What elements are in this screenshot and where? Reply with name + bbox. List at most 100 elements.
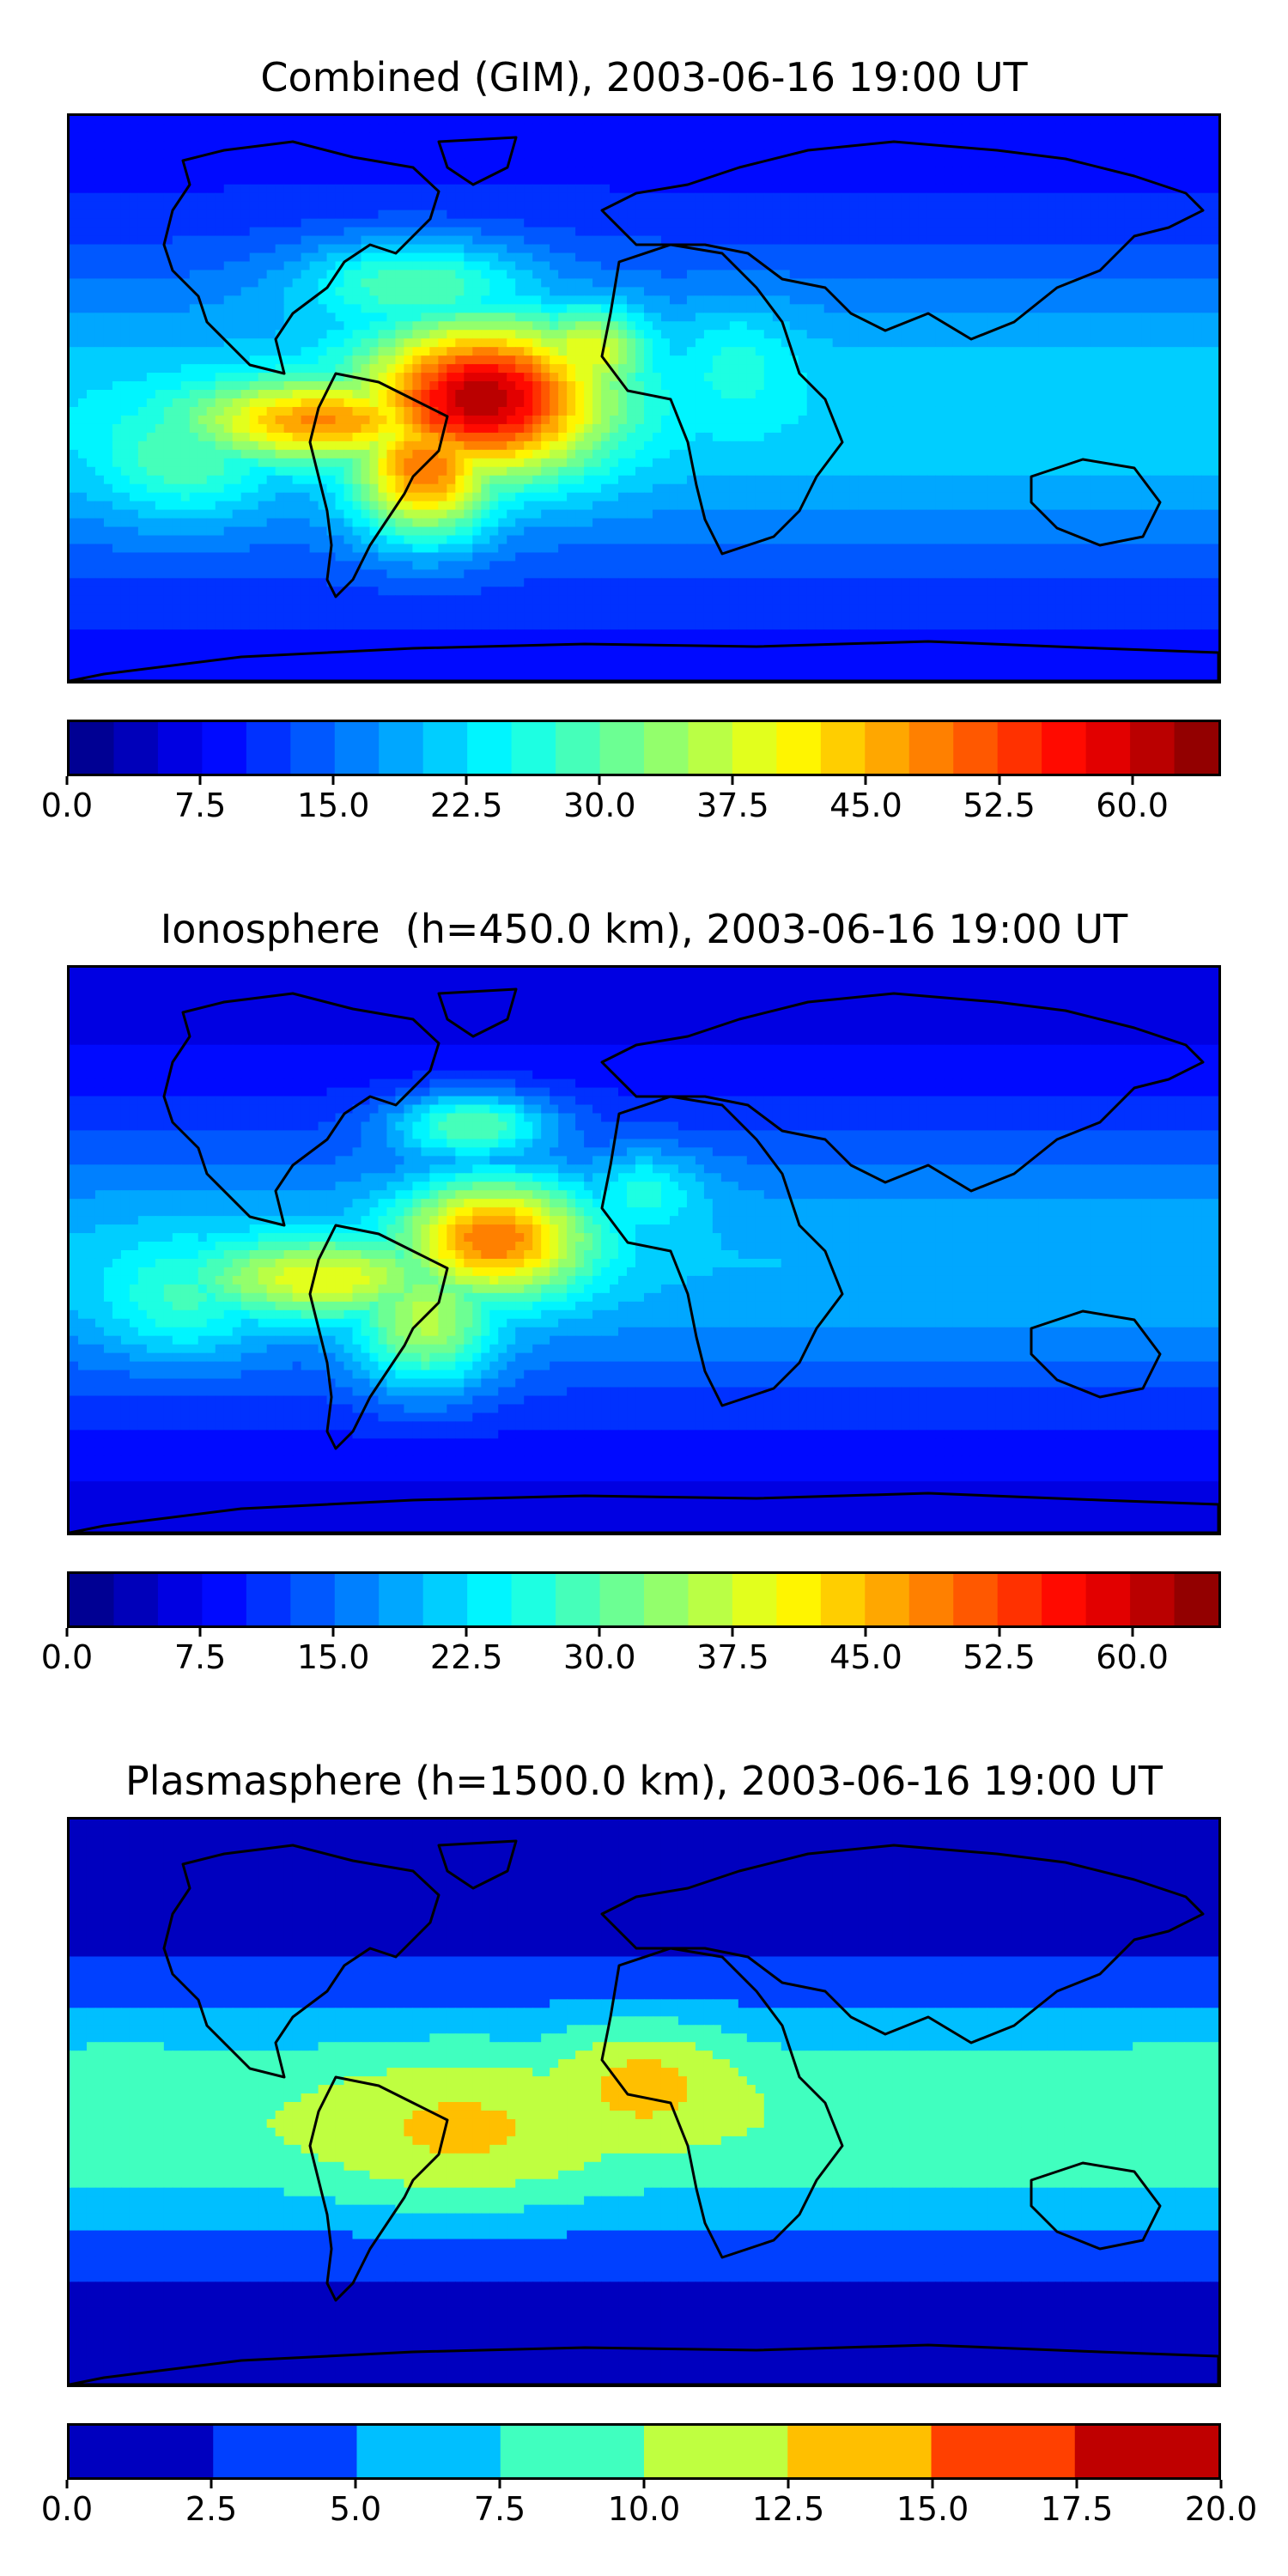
contour-cell bbox=[789, 218, 799, 228]
contour-cell bbox=[189, 278, 199, 288]
contour-cell bbox=[77, 201, 88, 211]
contour-cell bbox=[507, 406, 516, 416]
contour-cell bbox=[429, 278, 439, 288]
contour-cell bbox=[1167, 132, 1176, 143]
contour-cell bbox=[1158, 210, 1168, 220]
contour-cell bbox=[901, 398, 911, 408]
contour-cell bbox=[1030, 261, 1039, 271]
contour-cell bbox=[575, 227, 585, 237]
contour-cell bbox=[763, 167, 774, 177]
contour-cell bbox=[309, 270, 319, 280]
contour-cell bbox=[77, 390, 88, 399]
contour-cell bbox=[601, 364, 611, 374]
contour-cell bbox=[858, 132, 868, 143]
contour-cell bbox=[644, 415, 653, 425]
contour-cell bbox=[798, 244, 808, 254]
contour-cell bbox=[815, 406, 825, 416]
contour-cell bbox=[849, 381, 860, 391]
contour-cell bbox=[567, 390, 576, 399]
contour-cell bbox=[1210, 390, 1218, 399]
contour-cell bbox=[524, 227, 533, 237]
contour-cell bbox=[1201, 304, 1211, 313]
contour-cell bbox=[112, 406, 122, 416]
contour-cell bbox=[1176, 390, 1185, 399]
contour-cell bbox=[472, 175, 482, 185]
contour-cell bbox=[1004, 227, 1013, 237]
contour-cell bbox=[1210, 167, 1218, 177]
contour-cell bbox=[1098, 321, 1108, 331]
contour-cell bbox=[404, 132, 414, 143]
contour-cell bbox=[112, 270, 122, 280]
contour-cell bbox=[1158, 270, 1168, 280]
contour-cell bbox=[146, 210, 156, 220]
contour-cell bbox=[481, 295, 490, 305]
contour-cell bbox=[309, 192, 319, 203]
contour-cell bbox=[1072, 261, 1082, 271]
contour-cell bbox=[1072, 381, 1082, 391]
contour-cell bbox=[652, 218, 662, 228]
contour-cell bbox=[438, 184, 447, 194]
contour-cell bbox=[369, 423, 380, 434]
contour-cell bbox=[137, 355, 148, 365]
contour-cell bbox=[421, 158, 430, 168]
contour-cell bbox=[909, 192, 920, 203]
contour-cell bbox=[361, 167, 371, 177]
contour-cell bbox=[978, 184, 988, 194]
contour-cell bbox=[1133, 398, 1142, 408]
contour-cell bbox=[832, 415, 842, 425]
contour-cell bbox=[507, 347, 516, 356]
contour-cell bbox=[404, 355, 414, 365]
contour-cell bbox=[120, 167, 131, 177]
contour-cell bbox=[541, 313, 550, 322]
contour-cell bbox=[206, 132, 216, 143]
contour-cell bbox=[215, 218, 225, 228]
contour-cell bbox=[789, 278, 799, 288]
contour-cell bbox=[369, 184, 380, 194]
contour-cell bbox=[660, 149, 671, 160]
contour-cell bbox=[755, 398, 765, 408]
contour-cell bbox=[935, 124, 945, 134]
contour-cell bbox=[206, 338, 216, 348]
contour-cell bbox=[987, 270, 996, 280]
contour-cell bbox=[395, 218, 405, 228]
contour-cell bbox=[841, 158, 851, 168]
contour-cell bbox=[1184, 124, 1194, 134]
contour-cell bbox=[301, 432, 311, 442]
contour-cell bbox=[823, 406, 834, 416]
contour-cell bbox=[232, 423, 242, 434]
contour-cell bbox=[601, 116, 611, 125]
contour-cell bbox=[232, 373, 242, 382]
contour-cell bbox=[180, 116, 191, 125]
contour-cell bbox=[498, 244, 507, 254]
contour-cell bbox=[858, 415, 868, 425]
contour-cell bbox=[575, 149, 585, 160]
contour-cell bbox=[318, 355, 328, 365]
contour-cell bbox=[472, 321, 482, 331]
contour-cell bbox=[884, 355, 894, 365]
contour-cell bbox=[961, 295, 971, 305]
contour-cell bbox=[1012, 149, 1022, 160]
contour-cell bbox=[918, 295, 928, 305]
contour-cell bbox=[610, 252, 619, 263]
contour-cell bbox=[567, 398, 576, 408]
contour-cell bbox=[146, 390, 156, 399]
contour-cell bbox=[326, 175, 337, 185]
contour-cell bbox=[610, 270, 619, 280]
contour-cell bbox=[1004, 116, 1013, 125]
contour-cell bbox=[447, 210, 456, 220]
contour-cell bbox=[660, 347, 671, 356]
contour-cell bbox=[918, 330, 928, 339]
contour-cell bbox=[686, 347, 696, 356]
contour-cell bbox=[901, 381, 911, 391]
contour-cell bbox=[524, 244, 533, 254]
contour-cell bbox=[610, 381, 619, 391]
contour-cell bbox=[686, 295, 696, 305]
contour-cell bbox=[669, 158, 679, 168]
contour-cell bbox=[601, 158, 611, 168]
contour-cell bbox=[1158, 381, 1168, 391]
contour-cell bbox=[909, 398, 920, 408]
contour-cell bbox=[189, 116, 199, 125]
contour-cell bbox=[1072, 355, 1082, 365]
contour-cell bbox=[720, 132, 731, 143]
contour-cell bbox=[515, 116, 525, 125]
